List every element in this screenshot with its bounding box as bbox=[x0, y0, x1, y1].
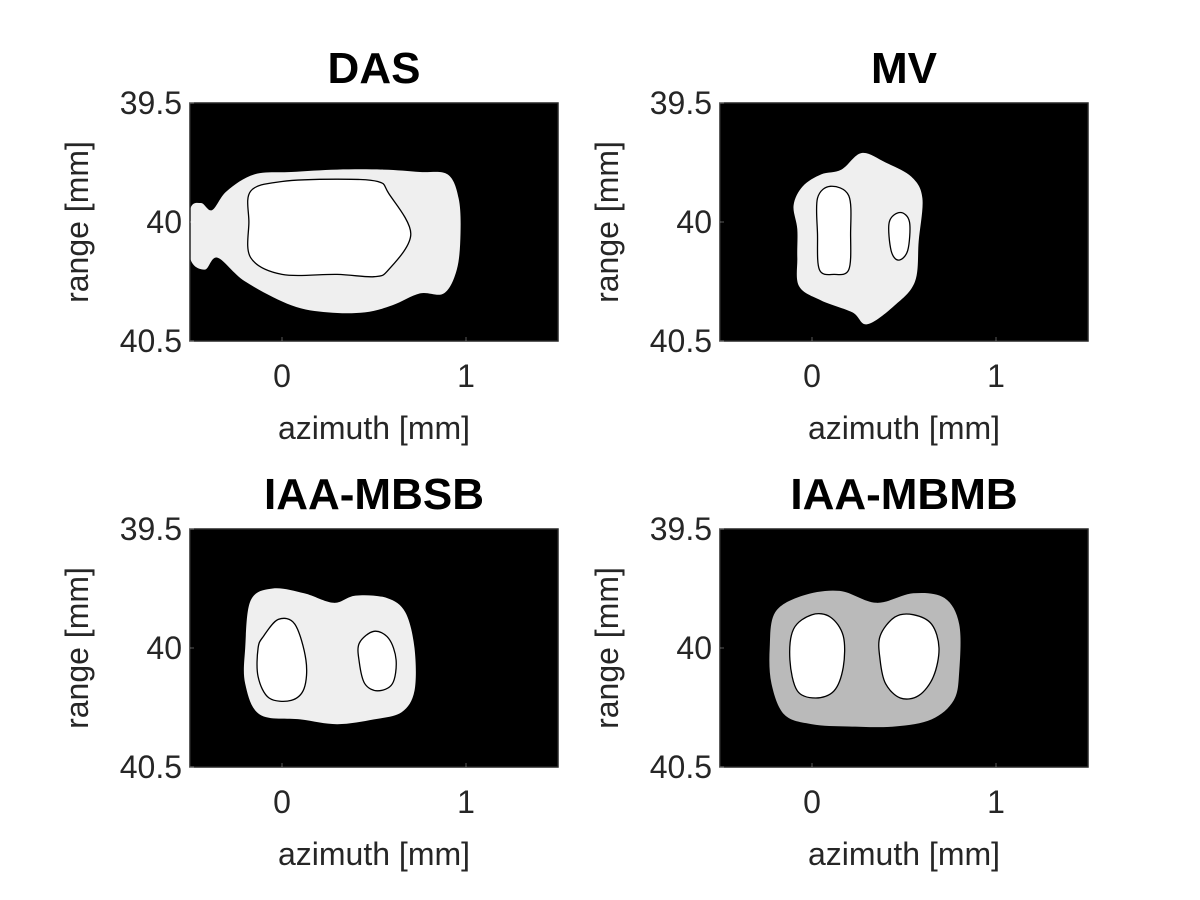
contour-region-inner-1 bbox=[248, 179, 411, 277]
x-tick-label: 1 bbox=[457, 358, 475, 394]
y-tick-label: 39.5 bbox=[120, 511, 182, 547]
y-tick-label: 40 bbox=[676, 630, 712, 666]
panel-title: IAA-MBSB bbox=[264, 470, 484, 519]
contour-regions bbox=[769, 591, 960, 728]
panel-0: DAS 0 1 39.5 40 40.5 azimuth [mm] range [mm] bbox=[59, 44, 558, 446]
contour-region-inner-2 bbox=[358, 631, 396, 691]
x-tick-label: 1 bbox=[987, 784, 1005, 820]
y-tick-label: 40.5 bbox=[120, 323, 182, 359]
y-tick-label: 40.5 bbox=[120, 749, 182, 785]
x-tick-label: 0 bbox=[803, 358, 821, 394]
x-tick-label: 1 bbox=[987, 358, 1005, 394]
y-tick-label: 40.5 bbox=[650, 749, 712, 785]
panel-2: IAA-MBSB 0 1 39.5 40 40.5 azimuth [mm] range [m… bbox=[59, 470, 558, 872]
y-tick-label: 40.5 bbox=[650, 323, 712, 359]
y-axis-label: range [mm] bbox=[589, 567, 625, 729]
y-tick-label: 40 bbox=[146, 204, 182, 240]
x-tick-label: 0 bbox=[803, 784, 821, 820]
panel-title: IAA-MBMB bbox=[790, 470, 1017, 519]
x-axis-label: azimuth [mm] bbox=[808, 410, 1000, 446]
y-tick-label: 40 bbox=[676, 204, 712, 240]
x-tick-label: 0 bbox=[273, 784, 291, 820]
y-axis-label: range [mm] bbox=[59, 141, 95, 303]
y-tick-label: 39.5 bbox=[650, 511, 712, 547]
x-tick-label: 0 bbox=[273, 358, 291, 394]
y-axis-label: range [mm] bbox=[59, 567, 95, 729]
y-tick-label: 39.5 bbox=[120, 85, 182, 121]
y-tick-label: 39.5 bbox=[650, 85, 712, 121]
panel-title: MV bbox=[871, 44, 938, 93]
x-axis-label: azimuth [mm] bbox=[808, 836, 1000, 872]
x-tick-label: 1 bbox=[457, 784, 475, 820]
panel-3: IAA-MBMB 0 1 39.5 40 40.5 azimuth [mm] range [m… bbox=[589, 470, 1088, 872]
y-axis-label: range [mm] bbox=[589, 141, 625, 303]
y-tick-label: 40 bbox=[146, 630, 182, 666]
x-axis-label: azimuth [mm] bbox=[278, 836, 470, 872]
x-axis-label: azimuth [mm] bbox=[278, 410, 470, 446]
panel-1: MV 0 1 39.5 40 40.5 azimuth [mm] range [mm] bbox=[589, 44, 1088, 446]
contour-region-inner-1 bbox=[816, 186, 850, 274]
panel-title: DAS bbox=[328, 44, 421, 93]
contour-region-inner-1 bbox=[790, 614, 845, 698]
contour-regions bbox=[244, 588, 416, 724]
contour-region-inner-2 bbox=[889, 213, 910, 261]
